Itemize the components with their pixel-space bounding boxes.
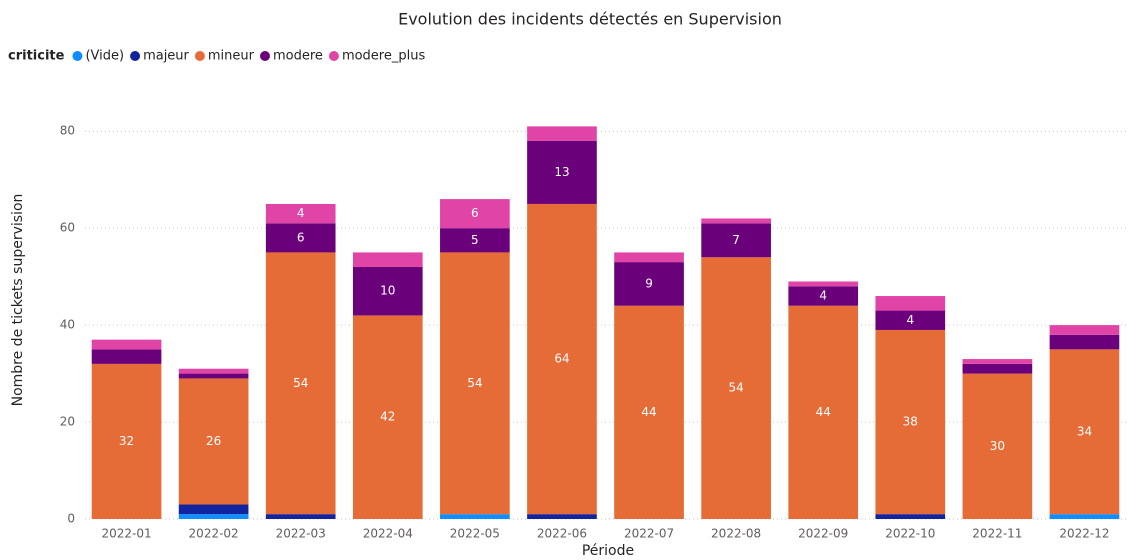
- data-label: 26: [206, 434, 221, 448]
- bar-segment: [875, 514, 946, 519]
- bar-segment: [352, 252, 423, 267]
- bar-segment: [875, 296, 946, 311]
- bar-segment: [614, 305, 684, 519]
- bar-segment: [701, 218, 771, 224]
- x-tick-label: 2022-02: [189, 527, 239, 541]
- bar-segment: [788, 305, 859, 519]
- x-tick-label: 2022-06: [537, 527, 587, 541]
- legend-label: majeur: [143, 49, 189, 64]
- legend-title: criticite: [8, 49, 65, 64]
- bar-segment: [440, 199, 510, 229]
- bar-segment: [962, 373, 1033, 519]
- data-label: 5: [471, 233, 479, 247]
- data-label: 34: [1077, 424, 1092, 438]
- data-label: 4: [819, 289, 827, 303]
- data-label: 4: [297, 206, 305, 220]
- data-label: 64: [554, 352, 569, 366]
- x-tick-label: 2022-09: [798, 527, 848, 541]
- legend: criticite (Vide) majeur mineur modere modere…: [8, 49, 425, 64]
- bar-segment: [1049, 349, 1120, 515]
- chart-title: Evolution des incidents détectés en Supe…: [398, 10, 782, 29]
- bar-segment: [875, 310, 946, 330]
- bar-segment: [352, 315, 423, 519]
- x-tick-label: 2022-08: [711, 527, 761, 541]
- x-tick-label: 2022-07: [624, 527, 674, 541]
- bar-segment: [1049, 325, 1120, 335]
- data-label: 44: [816, 405, 831, 419]
- bar-segment: [178, 514, 249, 519]
- bar-segment: [614, 262, 684, 306]
- bar-segment: [440, 514, 510, 519]
- legend-marker: [72, 51, 83, 61]
- data-label: 6: [471, 206, 479, 220]
- data-label: 6: [297, 230, 305, 244]
- bar-segment: [962, 363, 1033, 374]
- x-axis-title: Période: [582, 543, 634, 559]
- legend-marker: [194, 51, 205, 61]
- data-label: 54: [728, 381, 743, 395]
- x-tick-label: 2022-05: [450, 527, 500, 541]
- data-label: 42: [380, 410, 395, 424]
- legend-label: modere: [273, 49, 323, 64]
- x-tick-label: 2022-11: [972, 527, 1022, 541]
- y-tick-label: 20: [60, 415, 75, 429]
- x-tick-label: 2022-04: [363, 527, 413, 541]
- data-label: 9: [645, 276, 653, 290]
- bar-segment: [352, 266, 423, 316]
- bar-segment: [440, 252, 510, 515]
- bar-segment: [265, 203, 336, 224]
- y-tick-label: 80: [60, 124, 75, 138]
- bar-segment: [788, 281, 859, 287]
- legend-marker: [328, 51, 339, 61]
- y-tick-label: 40: [60, 318, 75, 332]
- bar-segment: [440, 228, 510, 253]
- bar-segment: [527, 203, 597, 515]
- data-label: 4: [906, 313, 914, 327]
- data-label: 44: [641, 405, 656, 419]
- x-tick-label: 2022-10: [885, 527, 935, 541]
- data-label: 7: [732, 233, 740, 247]
- data-label: 30: [990, 439, 1005, 453]
- data-label: 54: [467, 376, 482, 390]
- x-tick-label: 2022-03: [276, 527, 326, 541]
- bar-segment: [527, 514, 597, 519]
- legend-marker: [130, 51, 141, 61]
- bar-segment: [527, 140, 597, 204]
- bar-segment: [701, 257, 771, 519]
- data-label: 32: [119, 434, 134, 448]
- y-tick-label: 60: [60, 221, 75, 235]
- bar-segment: [91, 339, 162, 350]
- legend-marker: [260, 51, 270, 61]
- x-tick-label: 2022-12: [1059, 527, 1109, 541]
- x-tick-label: 2022-01: [101, 527, 151, 541]
- bar-segment: [788, 286, 859, 306]
- bar-segment: [91, 363, 162, 519]
- bar-segment: [875, 329, 946, 515]
- bar-segment: [527, 126, 597, 141]
- data-label: 38: [903, 415, 918, 429]
- bar-segment: [178, 378, 249, 505]
- bar-segment: [265, 223, 336, 253]
- bar-segment: [962, 359, 1033, 364]
- bar-segment: [91, 349, 162, 364]
- bar-segment: [178, 368, 249, 374]
- bar-segment: [265, 252, 336, 515]
- bar-segment: [178, 504, 249, 515]
- legend-label: modere_plus: [342, 49, 426, 64]
- y-axis-title: Nombre de tickets supervision: [10, 194, 26, 407]
- bar-segment: [178, 373, 249, 379]
- data-label: 54: [293, 376, 308, 390]
- legend-label: mineur: [208, 49, 255, 64]
- bar-segment: [1049, 334, 1120, 350]
- bar-segment: [701, 223, 771, 258]
- data-label: 10: [380, 284, 395, 298]
- bar-segment: [1049, 514, 1120, 519]
- data-label: 13: [554, 165, 569, 179]
- bar-segment: [614, 252, 684, 263]
- bar-segment: [265, 514, 336, 519]
- legend-label: (Vide): [85, 49, 124, 64]
- y-tick-label: 0: [67, 512, 75, 526]
